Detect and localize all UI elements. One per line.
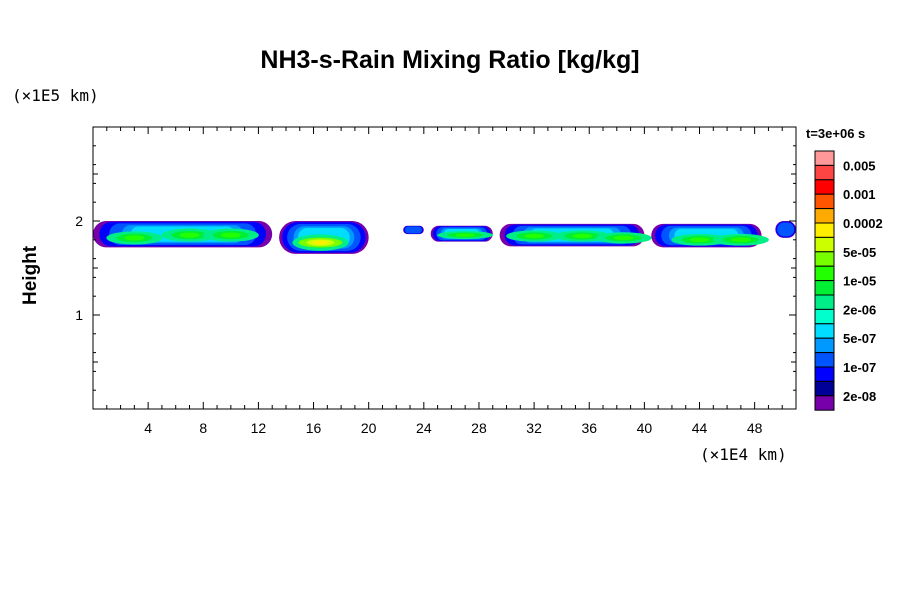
cloud-core-0-2 (220, 232, 241, 238)
x-tick-label: 48 (747, 420, 763, 436)
colorbar-label: 2e-08 (843, 389, 876, 404)
x-tick-label: 4 (144, 420, 152, 436)
colorbar-label: 1e-05 (843, 274, 876, 289)
colorbar-swatch (814, 395, 835, 411)
colorbar-label: 5e-05 (843, 245, 876, 260)
y-tick-label: 1 (75, 307, 83, 323)
colorbar-swatch (814, 380, 835, 397)
colorbar-swatch (814, 164, 835, 181)
colorbar-label: 2e-06 (843, 302, 876, 317)
x-tick-label: 44 (692, 420, 708, 436)
colorbar-swatch (814, 337, 835, 354)
x-tick-label: 28 (471, 420, 487, 436)
cloud-core-5-1 (730, 237, 751, 243)
colorbar-label: 0.005 (843, 158, 876, 173)
x-tick-label: 36 (581, 420, 597, 436)
colorbar-swatch (814, 280, 835, 296)
colorbar-swatch (814, 193, 835, 210)
cloud-core-4-1 (572, 233, 593, 239)
colorbar-swatch (814, 265, 835, 282)
cloud-patch-6 (777, 222, 795, 237)
cloud-core-4-0 (524, 233, 545, 239)
x-tick-label: 32 (526, 420, 542, 436)
chart-title: NH3-s-Rain Mixing Ratio [kg/kg] (260, 46, 640, 74)
plot-frame (92, 126, 797, 410)
x-unit-label: (×1E4 km) (700, 445, 787, 464)
x-tick-label: 12 (251, 420, 267, 436)
cloud-core-0-1 (179, 232, 200, 238)
x-tick-label: 20 (361, 420, 377, 436)
colorbar-swatch (814, 222, 835, 238)
x-tick-label: 8 (199, 420, 207, 436)
cloud-core-3-0 (455, 233, 476, 237)
colorbar-swatch (814, 323, 835, 339)
cloud-core-4-2 (613, 235, 634, 241)
cloud-core-0-0 (124, 235, 145, 241)
colorbar-label: 0.0002 (843, 216, 883, 231)
cloud-patch-2 (405, 226, 422, 234)
y-tick-label: 2 (75, 213, 83, 229)
colorbar-swatch (814, 308, 835, 325)
colorbar-swatch (814, 294, 835, 310)
colorbar-swatch (814, 179, 835, 195)
colorbar-swatch (814, 352, 835, 368)
colorbar-swatch (814, 251, 835, 267)
time-label: t=3e+06 s (806, 126, 866, 141)
colorbar-swatch (814, 366, 835, 382)
cloud-core-1-0 (312, 240, 329, 245)
colorbar-swatch (814, 236, 835, 253)
x-tick-label: 40 (637, 420, 653, 436)
cloud-core-5-0 (689, 237, 710, 243)
colorbar-label: 0.001 (843, 187, 876, 202)
colorbar-label: 1e-07 (843, 360, 876, 375)
colorbar-swatch (814, 208, 835, 224)
contour-field (93, 221, 796, 254)
y-unit-label: (×1E5 km) (12, 86, 99, 105)
x-tick-label: 24 (416, 420, 432, 436)
x-tick-label: 16 (306, 420, 322, 436)
colorbar-swatch (814, 150, 835, 166)
colorbar-label: 5e-07 (843, 331, 876, 346)
